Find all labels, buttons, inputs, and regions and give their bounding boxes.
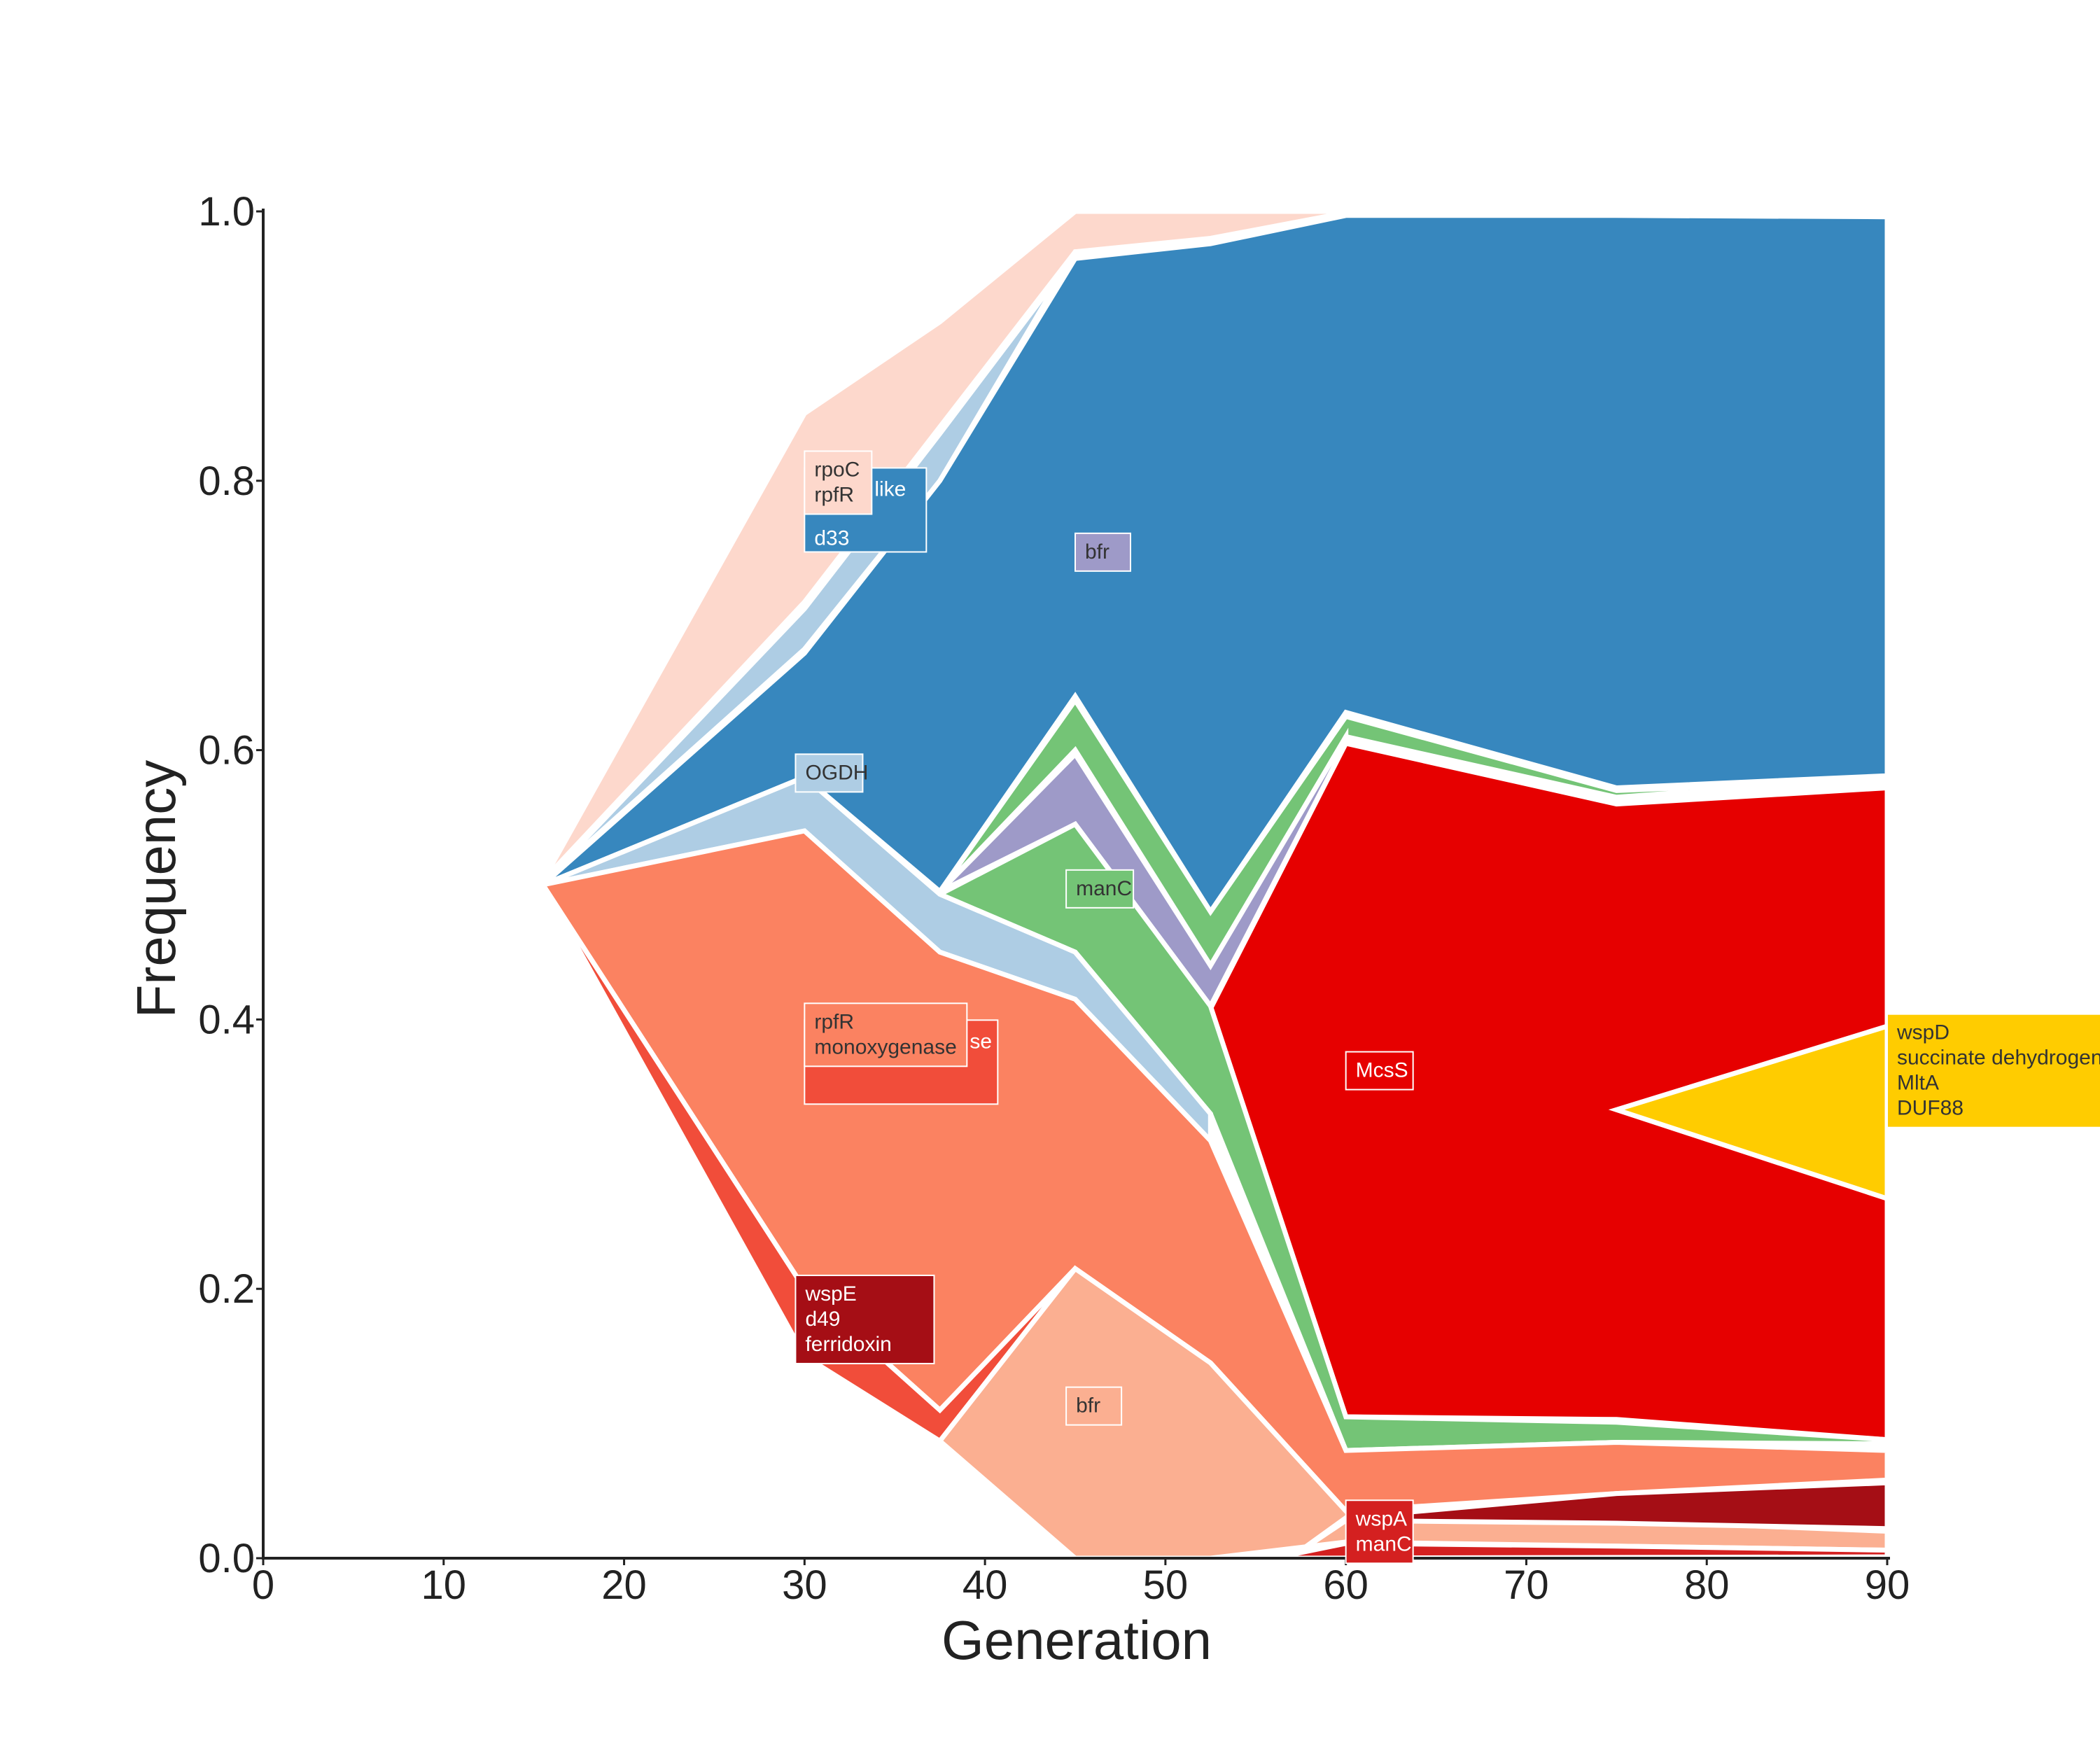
annotation-a1-hidden-text: d33 <box>814 526 849 550</box>
y-tick-label: 0.8 <box>198 458 255 504</box>
annotation-a3-text: OGDH <box>805 761 868 784</box>
annotation-a6-text: McsS <box>1356 1059 1408 1082</box>
annotation-a4: manC <box>1065 869 1135 909</box>
annotation-a7-text: MltA <box>1897 1072 1939 1095</box>
x-tick-label: 60 <box>1323 1562 1368 1608</box>
x-tick-label: 20 <box>601 1562 647 1608</box>
annotation-a8-text: wspE <box>804 1282 856 1306</box>
y-tick-label: 1.0 <box>198 189 255 234</box>
annotation-a5-text: rpfR <box>814 1010 854 1033</box>
lineage-areas <box>538 209 1890 1561</box>
annotation-a10-text: wspA <box>1355 1507 1407 1530</box>
annotation-a2: bfr <box>1074 532 1131 572</box>
annotation-a1-text: rpfR <box>814 483 854 506</box>
annotation-a1-text: rpoC <box>814 458 860 481</box>
y-tick-labels: 0.0 0.2 0.4 0.6 0.8 1.0 <box>198 189 263 1581</box>
x-tick-label: 80 <box>1684 1562 1730 1608</box>
annotation-a5-hidden-text: se <box>969 1030 992 1053</box>
annotation-a2-box <box>1074 532 1131 572</box>
annotation-a1-box <box>804 450 873 515</box>
annotation-a10-text: manC <box>1356 1532 1412 1555</box>
y-tick-label: 0.6 <box>198 728 255 774</box>
annotation-a4-text: manC <box>1076 877 1132 900</box>
annotation-a9-box <box>1065 1386 1123 1426</box>
y-tick-label: 0.4 <box>198 997 255 1042</box>
x-tick-label: 10 <box>421 1562 467 1608</box>
annotation-a3: OGDH <box>794 753 868 793</box>
annotation-a7-text: DUF88 <box>1897 1097 1963 1120</box>
annotation-a5-text: monoxygenase <box>814 1035 956 1058</box>
y-axis-title: Frequency <box>125 760 187 1018</box>
annotation-a8-text: d49 <box>805 1308 840 1331</box>
annotation-a6: McsS <box>1345 1051 1414 1091</box>
x-tick-label: 30 <box>782 1562 827 1608</box>
x-tick-label: 40 <box>962 1562 1008 1608</box>
annotation-a9: bfr <box>1065 1386 1123 1426</box>
x-tick-label: 0 <box>252 1562 274 1608</box>
annotation-a6-box <box>1345 1051 1414 1091</box>
axes <box>262 209 1890 1560</box>
lineage-annotations: liked33rpoCrpfRbfrOGDHmanCserpfRmonoxyge… <box>794 450 2100 1564</box>
x-tick-label: 70 <box>1504 1562 1549 1608</box>
x-tick-labels: 0 10 20 30 40 50 60 70 80 90 <box>252 1558 1910 1608</box>
x-tick-label: 90 <box>1865 1562 1910 1608</box>
y-tick-label: 0.0 <box>198 1536 255 1581</box>
annotation-a7-text: succinate dehydrogenase <box>1897 1046 2100 1070</box>
annotation-a2-text: bfr <box>1085 540 1110 564</box>
annotation-a7-text: wspD <box>1896 1021 1949 1044</box>
annotation-a8-text: ferridoxin <box>805 1333 891 1356</box>
annotation-a5-box <box>804 1002 968 1068</box>
x-tick-label: 50 <box>1143 1562 1189 1608</box>
annotation-a1-hidden-text: like <box>874 477 906 500</box>
y-tick-label: 0.2 <box>198 1266 255 1312</box>
x-axis-title: Generation <box>941 1609 1212 1671</box>
annotation-a8-box <box>794 1274 935 1364</box>
annotation-a3-box <box>794 753 864 793</box>
annotation-a10-box <box>1345 1499 1414 1564</box>
annotation-a4-box <box>1065 869 1135 909</box>
annotation-a7-box <box>1886 1013 2100 1128</box>
annotation-a9-text: bfr <box>1076 1394 1100 1418</box>
